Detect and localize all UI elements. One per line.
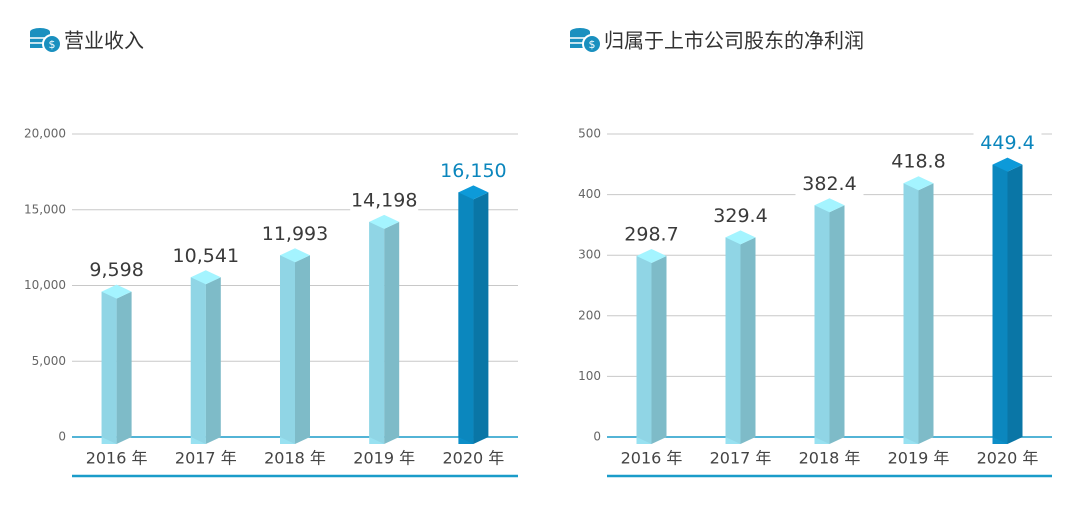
bar-right-face — [384, 221, 400, 444]
value-label: 11,993 — [262, 223, 328, 245]
bar-left-shade — [190, 277, 206, 444]
bar-left-shade — [903, 183, 919, 444]
x-tick-label: 2016 年 — [86, 449, 148, 468]
bar-cap — [369, 214, 400, 229]
svg-text:$: $ — [49, 38, 56, 51]
value-label: 9,598 — [89, 259, 143, 281]
y-tick-label: 5,000 — [32, 354, 66, 368]
value-label-bg — [706, 204, 775, 229]
bar-left-shade — [636, 255, 652, 444]
y-tick-label: 300 — [578, 248, 601, 262]
x-tick-label: 2018 年 — [799, 449, 861, 468]
bar-cap — [280, 248, 310, 263]
value-label: 14,198 — [351, 189, 417, 211]
y-tick-label: 400 — [578, 187, 601, 201]
bar-left-shade — [814, 205, 830, 444]
bar-right-face — [295, 255, 310, 444]
value-label: 329.4 — [713, 205, 767, 227]
y-tick-label: 15,000 — [24, 202, 66, 216]
x-tick-label: 2019 年 — [888, 449, 950, 468]
y-tick-label: 10,000 — [24, 278, 66, 292]
value-label-bg — [884, 150, 953, 175]
value-label-bg — [350, 188, 419, 213]
bar-cap — [636, 248, 667, 263]
value-label: 382.4 — [802, 173, 856, 195]
value-label-bg — [795, 172, 864, 197]
bar-right-face — [651, 255, 667, 444]
bar-right-face — [473, 192, 489, 444]
value-label: 418.8 — [891, 151, 945, 173]
bar-right-face — [918, 183, 934, 444]
value-label: 16,150 — [440, 160, 506, 182]
value-label: 298.7 — [624, 223, 678, 245]
x-tick-label: 2020 年 — [442, 449, 504, 468]
bar-cap — [458, 185, 489, 200]
title-icon: $ — [30, 28, 62, 54]
chart-title: 营业收入 — [64, 29, 144, 53]
y-tick-label: 100 — [578, 369, 601, 383]
y-tick-label: 0 — [58, 430, 66, 444]
bar-cap — [814, 198, 845, 213]
bar-right-face — [829, 205, 845, 444]
svg-text:$: $ — [589, 38, 596, 51]
x-tick-label: 2019 年 — [353, 449, 415, 468]
x-tick-label: 2016 年 — [621, 449, 683, 468]
value-label-bg — [973, 131, 1042, 156]
value-label-bg — [439, 159, 508, 184]
y-tick-label: 0 — [593, 430, 601, 444]
y-tick-label: 200 — [578, 308, 601, 322]
bar-cap — [992, 157, 1023, 172]
value-label-bg — [171, 244, 240, 269]
bar-left-shade — [458, 192, 474, 444]
bar-right-face — [205, 277, 221, 444]
bar-left-shade — [725, 237, 741, 444]
bar-left-shade — [280, 255, 295, 444]
bar-cap — [725, 230, 756, 245]
value-label: 449.4 — [980, 132, 1034, 154]
y-tick-label: 500 — [578, 127, 601, 141]
bar-left-shade — [101, 291, 117, 444]
x-tick-label: 2020 年 — [977, 449, 1039, 468]
value-label-bg — [82, 258, 151, 283]
y-tick-label: 20,000 — [24, 127, 66, 141]
bar-right-face — [116, 291, 132, 444]
bar-left-shade — [369, 221, 385, 444]
title-icon: $ — [570, 28, 602, 54]
bar-cap — [903, 176, 934, 191]
bar-right-face — [1007, 164, 1023, 444]
x-tick-label: 2017 年 — [710, 449, 772, 468]
bar-right-face — [740, 237, 756, 444]
bar-cap — [190, 270, 221, 285]
value-label-bg — [261, 222, 329, 247]
chart-title: 归属于上市公司股东的净利润 — [604, 29, 864, 53]
value-label-bg — [617, 222, 686, 247]
x-tick-label: 2017 年 — [175, 449, 237, 468]
bar-left-shade — [992, 164, 1008, 444]
bar-cap — [101, 284, 132, 299]
value-label: 10,541 — [173, 245, 239, 267]
x-tick-label: 2018 年 — [264, 449, 326, 468]
